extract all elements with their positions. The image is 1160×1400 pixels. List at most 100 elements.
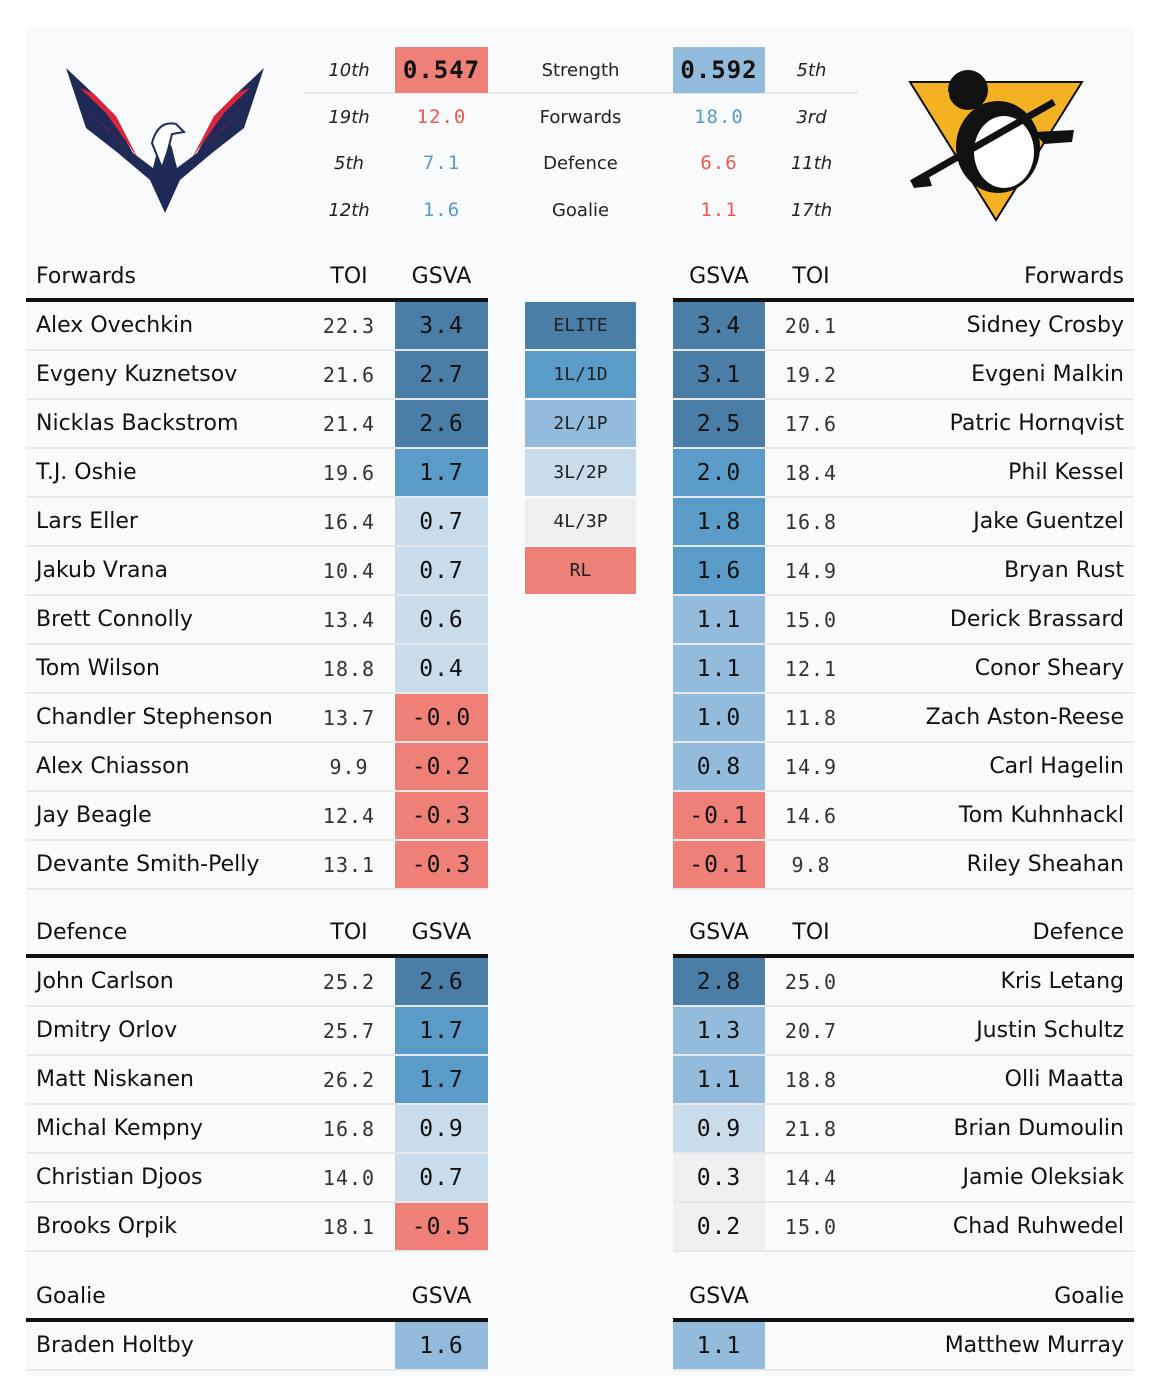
legend-item-l3: 3L/2P xyxy=(525,449,636,496)
player-toi: 16.8 xyxy=(322,1116,376,1141)
player-name: Zach Aston-Reese xyxy=(925,705,1124,730)
right-header-rule xyxy=(673,1318,1134,1322)
summary-left-value: 1.6 xyxy=(422,199,461,221)
player-toi: 26.2 xyxy=(322,1067,376,1092)
row-separator xyxy=(26,447,488,449)
summary-right-value: 6.6 xyxy=(700,152,738,174)
player-gsva: -0.2 xyxy=(395,743,488,790)
row-separator xyxy=(26,496,488,498)
player-gsva: 0.7 xyxy=(395,547,488,594)
right-toi-header: TOI xyxy=(792,919,830,945)
player-toi: 14.9 xyxy=(784,754,838,779)
player-name: Alex Ovechkin xyxy=(36,313,194,338)
player-gsva: -0.0 xyxy=(395,694,488,741)
left-defence-header: Defence xyxy=(36,919,128,945)
row-separator xyxy=(673,790,1134,792)
player-gsva: 0.9 xyxy=(673,1105,765,1152)
summary-right-value: 0.592 xyxy=(673,47,765,93)
left-gsva-header: GSVA xyxy=(411,263,472,289)
row-separator xyxy=(673,545,1134,547)
player-name: Brett Connolly xyxy=(36,607,193,632)
player-toi: 19.6 xyxy=(322,460,376,485)
player-toi: 21.4 xyxy=(322,411,376,436)
row-separator xyxy=(26,398,488,400)
player-toi: 16.8 xyxy=(784,509,838,534)
summary-left-rank: 12th xyxy=(328,199,370,221)
left-gsva-header: GSVA xyxy=(411,919,472,945)
summary-left-value: 12.0 xyxy=(416,106,467,128)
right-forwards-header: Forwards xyxy=(1024,263,1124,289)
player-name: Sidney Crosby xyxy=(966,313,1124,338)
left-toi-header: TOI xyxy=(330,263,368,289)
player-toi: 20.7 xyxy=(784,1018,838,1043)
player-name: Alex Chiasson xyxy=(36,754,190,779)
right-goalie-header: Goalie xyxy=(1054,1283,1124,1309)
player-toi: 11.8 xyxy=(784,705,838,730)
summary-label: Goalie xyxy=(551,199,610,221)
player-toi: 14.4 xyxy=(784,1165,838,1190)
row-separator xyxy=(673,643,1134,645)
right-header-rule xyxy=(673,954,1134,958)
summary-right-rank: 3rd xyxy=(796,106,827,128)
player-gsva: 1.7 xyxy=(395,1007,488,1054)
player-name: Olli Maatta xyxy=(1004,1067,1124,1092)
player-toi: 9.9 xyxy=(329,754,369,779)
player-gsva: 0.7 xyxy=(395,498,488,545)
player-gsva: -0.5 xyxy=(395,1203,488,1250)
player-toi: 25.0 xyxy=(784,969,838,994)
summary-right-rank: 11th xyxy=(790,152,833,174)
player-toi: 19.2 xyxy=(784,362,838,387)
player-gsva: 1.3 xyxy=(673,1007,765,1054)
player-name: Chandler Stephenson xyxy=(36,705,273,730)
player-name: T.J. Oshie xyxy=(36,460,137,485)
player-gsva: 0.9 xyxy=(395,1105,488,1152)
legend-item-l2: 2L/1P xyxy=(525,400,636,447)
player-toi: 22.3 xyxy=(322,313,376,338)
player-gsva: 1.1 xyxy=(673,596,765,643)
player-gsva: 0.6 xyxy=(395,596,488,643)
player-gsva: 3.1 xyxy=(673,351,765,398)
player-toi: 15.0 xyxy=(784,1214,838,1239)
player-gsva: 0.7 xyxy=(395,1154,488,1201)
row-separator xyxy=(673,1152,1134,1154)
row-separator xyxy=(26,1250,488,1252)
player-gsva: 1.1 xyxy=(673,1056,765,1103)
summary-left-rank: 5th xyxy=(334,152,364,174)
player-name: Christian Djoos xyxy=(36,1165,203,1190)
player-name: Matt Niskanen xyxy=(36,1067,194,1092)
penguins-logo xyxy=(904,52,1088,224)
summary-left-rank: 19th xyxy=(328,106,370,128)
row-separator xyxy=(26,1152,488,1154)
player-toi: 21.8 xyxy=(784,1116,838,1141)
left-gsva-header: GSVA xyxy=(411,1283,472,1309)
player-gsva: 0.3 xyxy=(673,1154,765,1201)
summary-right-rank: 5th xyxy=(796,59,827,81)
row-separator xyxy=(26,1103,488,1105)
player-name: Nicklas Backstrom xyxy=(36,411,239,436)
player-name: Matthew Murray xyxy=(944,1333,1124,1358)
right-gsva-header: GSVA xyxy=(689,263,749,289)
player-toi: 15.0 xyxy=(784,607,838,632)
right-gsva-header: GSVA xyxy=(689,1283,749,1309)
left-header-rule xyxy=(26,954,488,958)
player-toi: 18.8 xyxy=(784,1067,838,1092)
player-name: Michal Kempny xyxy=(36,1116,203,1141)
summary-label: Defence xyxy=(543,152,618,174)
player-toi: 14.9 xyxy=(784,558,838,583)
player-toi: 12.4 xyxy=(322,803,376,828)
player-gsva: -0.3 xyxy=(395,841,488,888)
player-name: Evgeny Kuznetsov xyxy=(36,362,238,387)
left-goalie-header: Goalie xyxy=(36,1283,106,1309)
player-toi: 14.0 xyxy=(322,1165,376,1190)
player-gsva: 3.4 xyxy=(395,302,488,349)
player-gsva: 3.4 xyxy=(673,302,765,349)
player-gsva: 1.7 xyxy=(395,1056,488,1103)
player-toi: 16.4 xyxy=(322,509,376,534)
row-separator xyxy=(26,888,488,890)
player-name: Kris Letang xyxy=(1000,969,1124,994)
player-gsva: 0.8 xyxy=(673,743,765,790)
player-toi: 20.1 xyxy=(784,313,838,338)
player-gsva: -0.1 xyxy=(673,841,765,888)
left-toi-header: TOI xyxy=(330,919,368,945)
player-toi: 25.2 xyxy=(322,969,376,994)
